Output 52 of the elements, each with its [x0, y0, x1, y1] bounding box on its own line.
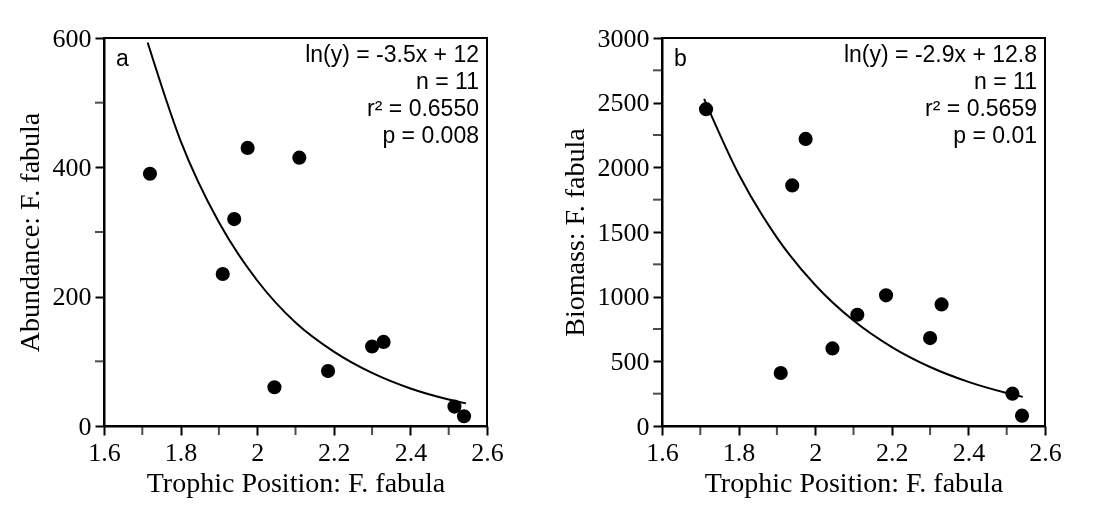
- y-tick-label: 3000: [597, 23, 650, 53]
- point: [878, 288, 894, 303]
- point: [456, 409, 472, 424]
- point: [142, 166, 158, 181]
- x-tick-label: 1.8: [722, 437, 756, 467]
- y-axis-title: Abundance: F. fabula: [13, 112, 45, 353]
- annotation: ln(y) = -2.9x + 12.8: [843, 41, 1037, 67]
- y-tick-label: 2000: [597, 152, 650, 182]
- point: [320, 363, 336, 379]
- point: [850, 307, 865, 322]
- x-tick-label: 2: [251, 437, 265, 467]
- annotation: a: [116, 45, 129, 71]
- x-tick-label: 1.8: [164, 437, 198, 467]
- x-tick-label: 2: [809, 437, 823, 467]
- x-tick-label: 2.6: [471, 437, 504, 467]
- annotation: r² = 0.6550: [367, 95, 479, 121]
- point: [1014, 408, 1030, 423]
- x-tick-label: 2.2: [876, 437, 909, 467]
- point: [798, 131, 813, 146]
- annotation: p = 0.01: [953, 122, 1037, 148]
- x-axis-title: Trophic Position: F. fabula: [704, 466, 1004, 498]
- point: [773, 365, 788, 381]
- point: [825, 341, 840, 356]
- annotation: ln(y) = -3.5x + 12: [305, 41, 479, 67]
- x-tick-label: 2.4: [394, 437, 428, 467]
- point: [227, 212, 242, 227]
- annotation: n = 11: [974, 68, 1037, 94]
- x-axis-title: Trophic Position: F. fabula: [146, 466, 446, 498]
- point: [365, 339, 380, 354]
- y-tick-label: 2500: [597, 88, 650, 118]
- point: [292, 150, 307, 165]
- point: [267, 380, 282, 395]
- point: [376, 334, 391, 349]
- annotation: p = 0.008: [382, 122, 479, 148]
- y-tick-label: 1500: [597, 217, 650, 247]
- y-axis-title: Biomass: F. fabula: [558, 127, 590, 337]
- x-tick-label: 2.6: [1029, 437, 1062, 467]
- annotation: r² = 0.5659: [925, 95, 1037, 121]
- x-tick-label: 2.4: [952, 437, 986, 467]
- point: [785, 178, 800, 193]
- y-tick-label: 1000: [597, 282, 650, 312]
- point: [240, 140, 255, 155]
- y-tick-label: 200: [52, 282, 92, 312]
- point: [934, 297, 949, 312]
- point: [923, 331, 938, 346]
- point: [215, 266, 230, 282]
- y-tick-label: 400: [52, 152, 92, 182]
- y-tick-label: 500: [610, 346, 650, 376]
- annotation: b: [674, 45, 687, 71]
- x-tick-label: 2.2: [318, 437, 351, 467]
- annotation: n = 11: [416, 68, 479, 94]
- y-tick-label: 600: [52, 23, 92, 53]
